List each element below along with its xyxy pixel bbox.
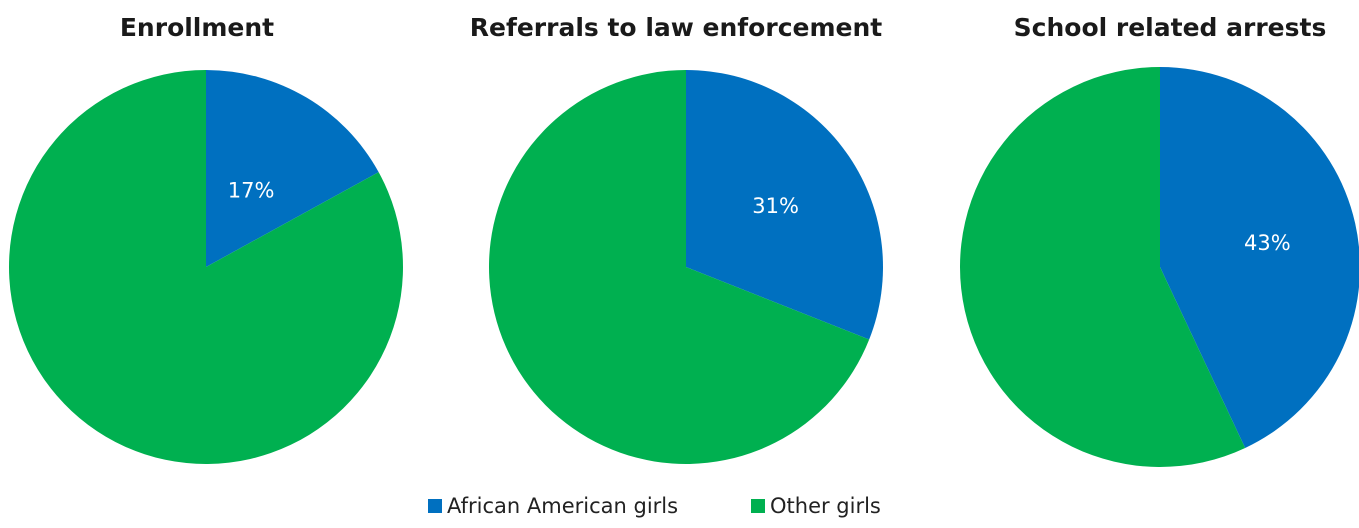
pie-chart-enrollment: Enrollment 17%	[8, 13, 403, 465]
data-label-enrollment-african-american-girls: 17%	[228, 179, 275, 203]
legend: African American girls Other girls	[428, 494, 881, 518]
pie-chart-referrals: Referrals to law enforcement 31%	[470, 13, 883, 465]
legend-label-african-american-girls: African American girls	[447, 494, 678, 518]
pie-slices-arrests: 43%	[959, 67, 1359, 468]
data-label-referrals-african-american-girls: 31%	[752, 194, 799, 218]
pie-chart-arrests: School related arrests 43%	[959, 13, 1359, 468]
pie-slices-referrals: 31%	[488, 70, 883, 465]
pie-slice-enrollment-other-girls	[8, 70, 403, 465]
legend-swatch-other-girls	[751, 499, 765, 513]
pie-slice-referrals-african-american-girls	[686, 70, 883, 340]
pie-slice-arrests-african-american-girls	[1160, 67, 1359, 448]
chart-title-enrollment: Enrollment	[120, 13, 274, 42]
pie-slices-enrollment: 17%	[8, 70, 403, 465]
pie-slice-referrals-other-girls	[488, 70, 870, 465]
pie-slice-arrests-other-girls	[959, 67, 1246, 468]
data-label-arrests-african-american-girls: 43%	[1244, 231, 1291, 255]
chart-title-referrals: Referrals to law enforcement	[470, 13, 883, 42]
chart-title-arrests: School related arrests	[1014, 13, 1327, 42]
legend-swatch-african-american-girls	[428, 499, 442, 513]
pie-slice-enrollment-african-american-girls	[206, 70, 379, 267]
legend-label-other-girls: Other girls	[770, 494, 881, 518]
